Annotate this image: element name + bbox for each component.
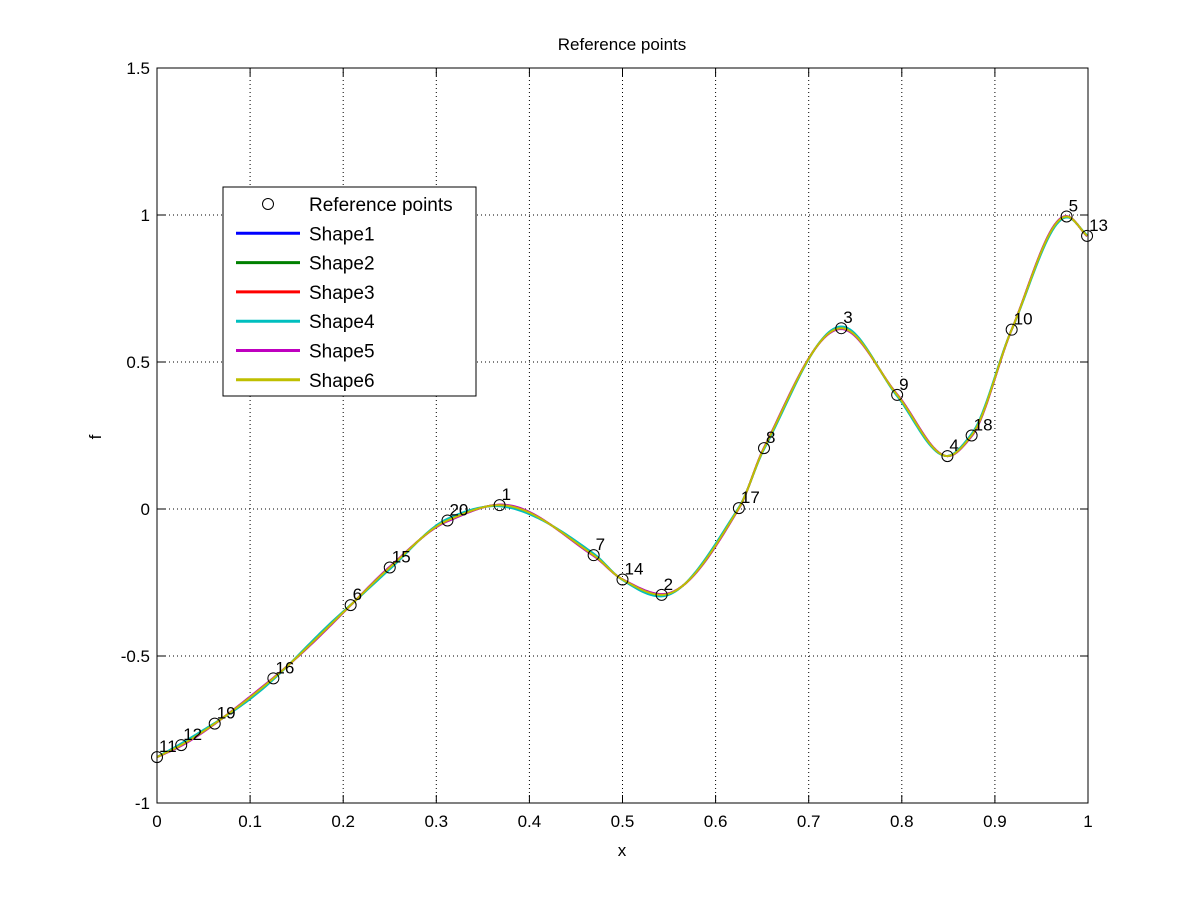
ticks: 0 0.1 0.2 0.3 0.4 0.5 0.6 0.7 0.8 0.9 1 -1 -0.5 0 0.5 1… [121, 59, 1093, 831]
grid [157, 68, 1088, 803]
reference-point-marker [208, 717, 221, 730]
reference-point-label: 8 [766, 428, 775, 447]
reference-point-label: 7 [596, 535, 605, 554]
y-tick-label: 1.5 [126, 59, 150, 78]
reference-point-label: 13 [1089, 216, 1108, 235]
y-tick-label: 0 [141, 500, 150, 519]
reference-point-marker [175, 739, 188, 752]
x-tick-label: 0.5 [611, 812, 635, 831]
reference-point-marker [1005, 323, 1018, 336]
reference-point-label: 3 [843, 308, 852, 327]
reference-point-marker [758, 442, 771, 455]
legend-label: Reference points [309, 195, 453, 216]
reference-point-label: 16 [275, 658, 294, 677]
reference-point-label: 18 [974, 416, 993, 435]
reference-point-label: 14 [625, 560, 644, 579]
x-tick-label: 0.1 [238, 812, 262, 831]
chart-title: Reference points [558, 35, 687, 54]
reference-point-marker [835, 322, 848, 335]
reference-point-marker [965, 429, 978, 442]
legend-label: Shape1 [309, 224, 375, 245]
x-axis-label: x [618, 841, 627, 860]
x-tick-label: 0.2 [331, 812, 355, 831]
reference-point-label: 11 [159, 737, 177, 756]
reference-point-marker [587, 549, 600, 562]
reference-point-marker [1060, 210, 1073, 223]
reference-point-label: 12 [183, 725, 202, 744]
reference-point-label: 15 [392, 548, 411, 567]
x-tick-label: 1 [1083, 812, 1092, 831]
legend-label: Shape2 [309, 254, 375, 275]
reference-point-label: 9 [899, 375, 908, 394]
y-axis-label: f [86, 434, 105, 439]
x-tick-label: 0 [152, 812, 161, 831]
reference-point-marker [655, 588, 668, 601]
reference-point-marker [891, 388, 904, 401]
reference-point-marker [383, 561, 396, 574]
reference-point-label: 1 [502, 485, 511, 504]
series-line-shape6 [156, 215, 1088, 759]
y-tick-label: 1 [141, 206, 150, 225]
reference-point-marker [616, 573, 629, 586]
reference-point-label: 6 [353, 585, 362, 604]
series-lines [156, 215, 1088, 759]
y-tick-label: 0.5 [126, 353, 150, 372]
legend-marker-reference-points [262, 198, 274, 210]
legend-label: Shape3 [309, 283, 375, 304]
x-tick-label: 0.6 [704, 812, 728, 831]
reference-point-marker [941, 450, 954, 463]
reference-point-label: 5 [1069, 196, 1078, 215]
legend-label: Shape6 [309, 371, 375, 392]
reference-point-marker [732, 502, 745, 515]
legend-label: Shape5 [309, 342, 375, 363]
x-tick-label: 0.3 [424, 812, 448, 831]
x-tick-label: 0.9 [983, 812, 1007, 831]
reference-point-marker [493, 499, 506, 512]
reference-point-label: 19 [217, 704, 236, 723]
reference-point-marker [1081, 229, 1094, 242]
reference-point-label: 17 [741, 488, 760, 507]
reference-point-label: 4 [949, 436, 958, 455]
legend-label: Shape4 [309, 312, 375, 333]
reference-point-marker [441, 514, 454, 527]
reference-point-label: 20 [449, 500, 468, 519]
reference-point-label: 10 [1014, 310, 1033, 329]
y-tick-label: -0.5 [121, 647, 150, 666]
x-tick-label: 0.4 [518, 812, 542, 831]
reference-point-marker [344, 599, 357, 612]
reference-point-label: 2 [664, 575, 673, 594]
x-tick-label: 0.7 [797, 812, 821, 831]
legend: Reference points Shape1 Shape2 Shape3 Shape4… [222, 186, 477, 397]
y-tick-label: -1 [135, 794, 150, 813]
reference-points [151, 210, 1094, 764]
reference-point-marker [267, 672, 280, 685]
x-tick-label: 0.8 [890, 812, 914, 831]
